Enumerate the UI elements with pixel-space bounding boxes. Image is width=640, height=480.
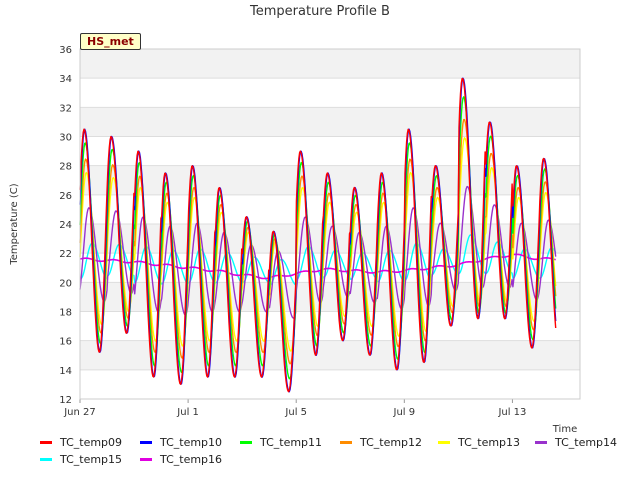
y-tick-label: 14 — [59, 366, 72, 377]
grid-band — [80, 311, 580, 341]
x-tick-label: Jul 9 — [393, 407, 416, 418]
legend-item: TC_temp10 — [140, 436, 222, 450]
legend-swatch — [40, 457, 52, 461]
legend-swatch — [340, 440, 352, 444]
legend-item: TC_temp11 — [240, 436, 322, 450]
grid-band — [80, 369, 580, 399]
x-axis-label: Time — [552, 424, 577, 435]
plot-frame — [79, 48, 581, 400]
x-tick-label: Jun 27 — [63, 407, 96, 418]
legend-swatch — [438, 440, 450, 444]
x-tick-label: Jul 1 — [176, 407, 199, 418]
y-axis-label: Temperature (C) — [9, 183, 20, 265]
grid-band — [80, 78, 580, 108]
y-tick-label: 26 — [59, 191, 72, 202]
background-bands — [80, 49, 580, 400]
grid-band — [80, 340, 580, 370]
y-tick-label: 24 — [59, 220, 72, 231]
x-axis: Jun 27 Jul 1 Jul 5 Jul 9 Jul 13 — [63, 399, 526, 418]
y-tick-label: 20 — [59, 278, 72, 289]
legend-swatch — [140, 457, 152, 461]
series-lines — [79, 77, 557, 393]
legend-item: TC_temp13 — [438, 436, 520, 450]
legend-label: TC_temp12 — [360, 436, 423, 449]
legend-label: TC_temp10 — [160, 436, 223, 449]
x-tick-label: Jul 5 — [284, 407, 307, 418]
legend-label: TC_temp14 — [555, 436, 618, 449]
legend-swatch — [40, 440, 52, 444]
x-tick-label: Jul 13 — [497, 407, 526, 418]
y-tick-label: 22 — [59, 249, 72, 260]
grid-band — [80, 224, 580, 254]
chart-title: Temperature Profile B — [249, 4, 390, 19]
legend-label: TC_temp09 — [60, 436, 123, 449]
legend-swatch — [240, 440, 252, 444]
grid-band — [80, 107, 580, 137]
series-line-tc-temp09 — [79, 77, 557, 393]
y-tick-label: 36 — [59, 45, 72, 56]
legend-item: TC_temp12 — [340, 436, 422, 450]
y-tick-label: 30 — [59, 133, 72, 144]
station-label: HS_met — [80, 33, 141, 50]
y-axis: 12 14 16 18 20 22 24 26 28 30 32 34 36 — [59, 45, 72, 406]
y-tick-label: 32 — [59, 103, 72, 114]
legend-swatch — [535, 440, 547, 444]
legend-label: TC_temp15 — [60, 453, 123, 466]
y-tick-label: 16 — [59, 337, 72, 348]
legend-item: TC_temp16 — [140, 453, 222, 467]
y-tick-label: 34 — [59, 74, 72, 85]
legend-swatch — [140, 440, 152, 444]
y-tick-label: 28 — [59, 162, 72, 173]
legend-item: TC_temp09 — [40, 436, 122, 450]
legend-item: TC_temp14 — [535, 436, 617, 450]
legend-label: TC_temp13 — [458, 436, 521, 449]
legend-label: TC_temp11 — [260, 436, 323, 449]
legend-label: TC_temp16 — [160, 453, 223, 466]
grid-band — [80, 194, 580, 224]
legend-item: TC_temp15 — [40, 453, 122, 467]
y-tick-label: 12 — [59, 395, 72, 406]
y-tick-label: 18 — [59, 308, 72, 319]
grid-band — [80, 136, 580, 166]
grid-band — [80, 49, 580, 79]
